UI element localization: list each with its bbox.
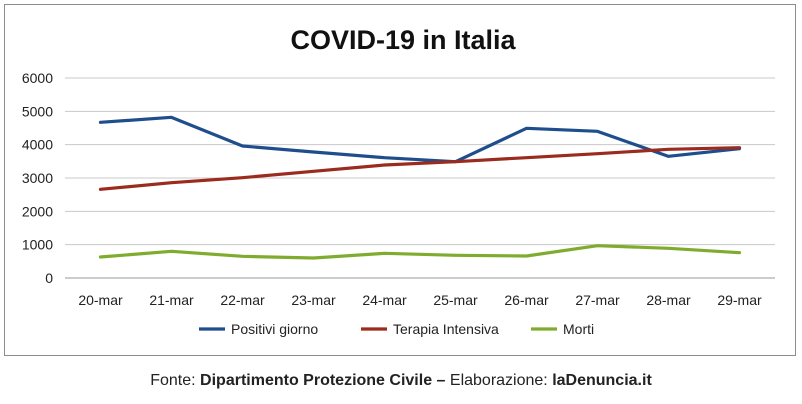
x-tick-label: 21-mar bbox=[149, 292, 194, 308]
chart-title: COVID-19 in Italia bbox=[290, 25, 516, 55]
y-tick-label: 3000 bbox=[22, 170, 53, 186]
y-tick-label: 5000 bbox=[22, 103, 53, 119]
x-tick-label: 22-mar bbox=[220, 292, 265, 308]
x-tick-label: 26-mar bbox=[504, 292, 549, 308]
line-chart: COVID-19 in Italia 0 1000 2000 3000 4000 5000… bbox=[22, 25, 775, 337]
source-footer: Fonte: Dipartimento Protezione Civile – … bbox=[0, 372, 802, 390]
x-tick-label: 23-mar bbox=[291, 292, 336, 308]
series-lines bbox=[98, 115, 742, 260]
footer-source: Dipartimento Protezione Civile bbox=[200, 372, 433, 389]
footer-middle: Elaborazione: bbox=[449, 372, 553, 389]
legend-label: Positivi giorno bbox=[231, 321, 318, 337]
x-axis-tick-labels: 20-mar 21-mar 22-mar 23-mar 24-mar 25-mar 26-m… bbox=[78, 292, 762, 308]
grid-lines bbox=[65, 77, 775, 279]
x-tick-label: 24-mar bbox=[362, 292, 407, 308]
y-tick-label: 1000 bbox=[22, 237, 53, 253]
footer-prefix: Fonte: bbox=[150, 372, 201, 389]
x-tick-label: 28-mar bbox=[646, 292, 691, 308]
y-tick-label: 6000 bbox=[22, 70, 53, 86]
legend: Positivi giorno Terapia Intensiva Morti bbox=[199, 321, 594, 337]
series-line-terapia-intensiva bbox=[98, 146, 742, 191]
chart-frame: COVID-19 in Italia 0 1000 2000 3000 4000 5000… bbox=[4, 4, 796, 356]
x-tick-label: 25-mar bbox=[433, 292, 478, 308]
x-tick-label: 27-mar bbox=[575, 292, 620, 308]
footer-separator: – bbox=[432, 372, 450, 389]
y-axis-tick-labels: 0 1000 2000 3000 4000 5000 6000 bbox=[22, 70, 53, 286]
legend-label: Morti bbox=[563, 321, 594, 337]
series-line-morti bbox=[98, 244, 742, 260]
legend-label: Terapia Intensiva bbox=[393, 321, 499, 337]
y-tick-label: 0 bbox=[45, 270, 53, 286]
x-tick-label: 20-mar bbox=[78, 292, 123, 308]
footer-author: laDenuncia.it bbox=[552, 372, 652, 389]
series-line-positivi-giorno bbox=[98, 115, 742, 164]
y-tick-label: 4000 bbox=[22, 137, 53, 153]
x-tick-label: 29-mar bbox=[717, 292, 762, 308]
y-tick-label: 2000 bbox=[22, 203, 53, 219]
